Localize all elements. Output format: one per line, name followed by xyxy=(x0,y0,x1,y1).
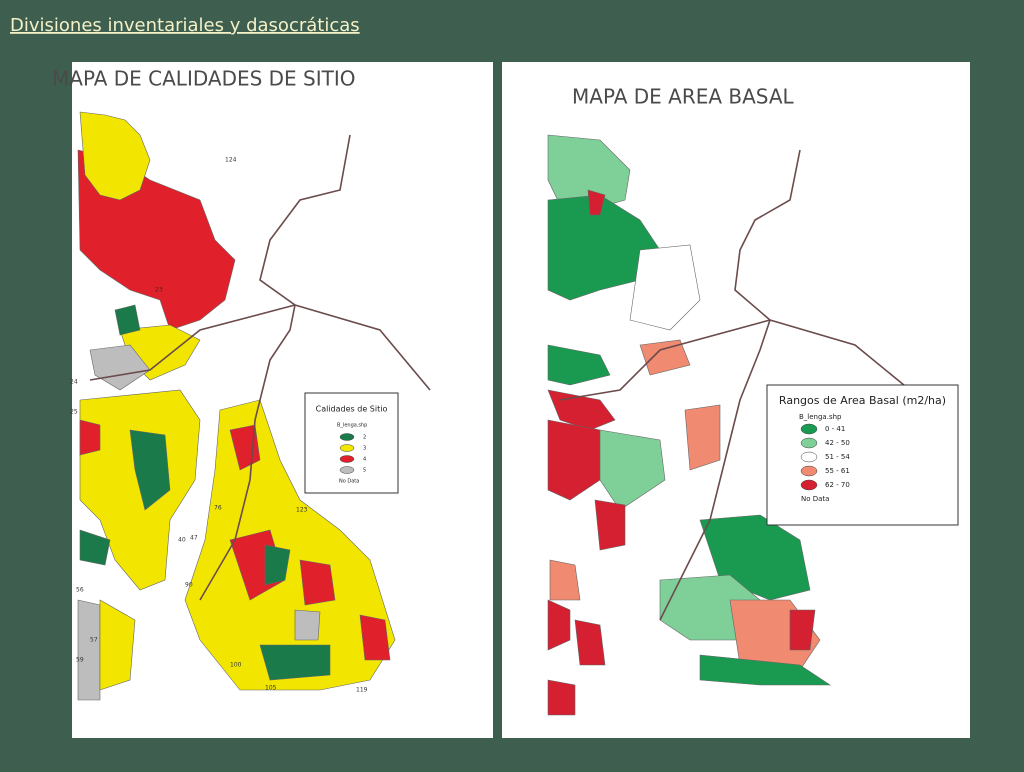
legend-box xyxy=(766,384,959,526)
region-label: 40 xyxy=(178,537,186,544)
legend-swatch xyxy=(339,455,355,463)
slide-title: Divisiones inventariales y dasocráticas xyxy=(10,15,360,36)
region-label: 59 xyxy=(76,657,84,664)
legend: Rangos de Area Basal (m2/ha) B_lenga.shp 0… xyxy=(766,384,959,526)
legend-label: 3 xyxy=(363,446,366,452)
legend-swatch xyxy=(800,423,818,435)
road xyxy=(559,149,911,621)
legend-label: 51 - 54 xyxy=(825,453,850,461)
region-label: 25 xyxy=(70,409,78,416)
legend-title: Rangos de Area Basal (m2/ha) xyxy=(779,394,946,407)
legend-file: B_lenga.shp xyxy=(799,413,842,421)
legend-swatch xyxy=(339,433,355,441)
map-title: MAPA DE AREA BASAL xyxy=(572,85,795,109)
legend-file: B_lenga.shp xyxy=(337,423,367,429)
map-title: MAPA DE CALIDADES DE SITIO xyxy=(52,67,356,91)
region-label: 124 xyxy=(225,157,237,164)
region-label: 105 xyxy=(265,685,277,692)
region-label: 119 xyxy=(356,687,368,694)
region-label: 56 xyxy=(76,587,84,594)
region-label: 90 xyxy=(185,582,193,589)
region-label: 123 xyxy=(296,507,308,514)
legend-label: 4 xyxy=(363,457,366,463)
legend-label: 62 - 70 xyxy=(825,481,850,489)
legend-box xyxy=(304,392,399,494)
legend-swatch xyxy=(800,451,818,463)
legend-swatch xyxy=(800,479,818,491)
legend-label: 42 - 50 xyxy=(825,439,850,447)
region-label: 100 xyxy=(230,662,242,669)
legend-swatch xyxy=(339,466,355,474)
region-label: 23 xyxy=(155,287,163,294)
region-label: 47 xyxy=(190,535,198,542)
region-label: 76 xyxy=(214,505,222,512)
region-label: 57 xyxy=(90,637,98,644)
legend-label: No Data xyxy=(801,495,829,503)
legend-label: 55 - 61 xyxy=(825,467,850,475)
legend-label: 0 - 41 xyxy=(825,425,845,433)
legend-label: No Data xyxy=(339,479,359,485)
legend-swatch xyxy=(800,465,818,477)
region-label: 24 xyxy=(70,379,78,386)
road xyxy=(89,134,431,601)
map-regions xyxy=(77,111,396,701)
legend-label: 2 xyxy=(363,435,366,441)
legend-label: 5 xyxy=(363,468,366,474)
legend: Calidades de Sitio B_lenga.shp 2 3 4 5 No Data xyxy=(304,392,399,494)
legend-swatch xyxy=(800,437,818,449)
legend-swatch xyxy=(339,444,355,452)
legend-title: Calidades de Sitio xyxy=(316,405,388,414)
